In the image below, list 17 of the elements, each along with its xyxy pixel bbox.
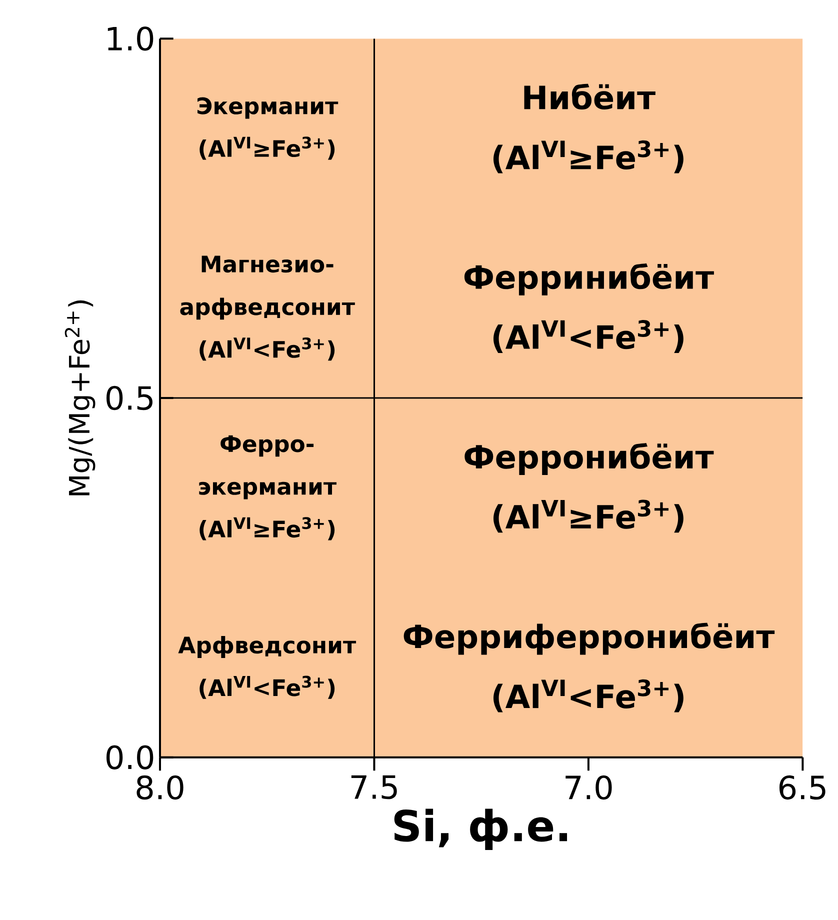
- annotation: Ферринибёит (Al$^{VI}$<Fe$^{3+}$): [464, 263, 714, 353]
- annotation: Нибёит (Al$^{VI}$≥Fe$^{3+}$): [493, 84, 684, 174]
- x-tick-label: 7.5: [351, 775, 397, 800]
- x-tick-label: 6.5: [779, 775, 826, 800]
- annotation: Ферро-экерманит (Al$^{VI}$≥Fe$^{3+}$): [199, 435, 336, 540]
- x-tick-label: 8.0: [136, 775, 184, 800]
- annotation: Ферронибёит (Al$^{VI}$≥Fe$^{3+}$): [464, 443, 714, 533]
- y-tick-label: 1.0: [108, 26, 154, 51]
- y-axis-title: Mg/(Mg+Fe$^{2+}$): [64, 300, 96, 496]
- x-axis-title: Si, ф.е.: [394, 808, 568, 850]
- y-tick-label: 0.0: [106, 745, 154, 770]
- annotation: Экерманит (Al$^{VI}$≥Fe$^{3+}$): [197, 97, 338, 160]
- y-tick-label: 0.5: [106, 386, 152, 410]
- x-tick-label: 7.0: [566, 775, 612, 800]
- annotation: Арфведсонит (Al$^{VI}$<Fe$^{3+}$): [178, 636, 356, 699]
- annotation: Магнезио-арфведсонит (Al$^{VI}$<Fe$^{3+}$): [180, 256, 355, 361]
- annotation: Ферриферронибёит (Al$^{VI}$<Fe$^{3+}$): [404, 622, 775, 712]
